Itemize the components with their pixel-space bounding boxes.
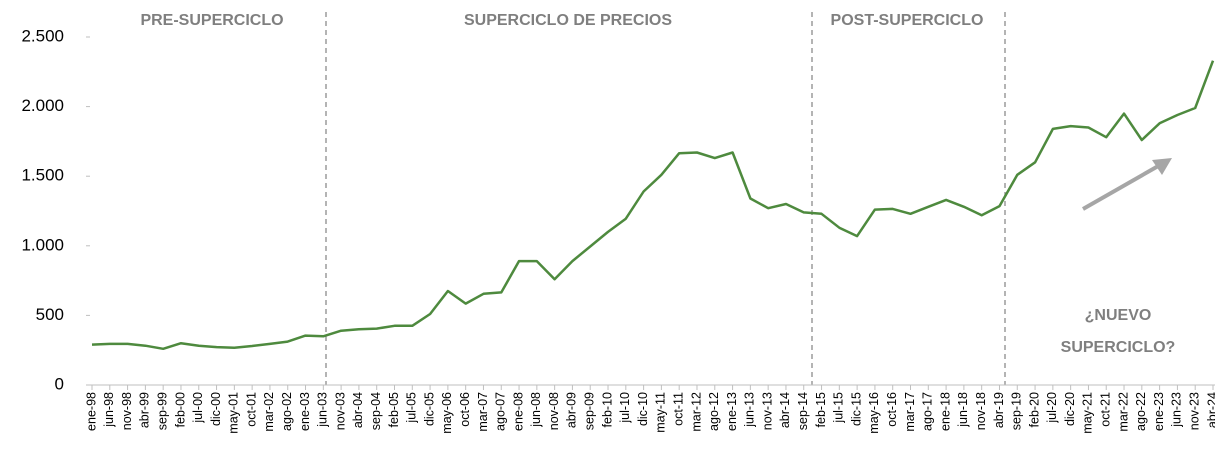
x-tick-label: jun-13 <box>743 392 757 428</box>
x-tick-label: abr-19 <box>992 392 1006 428</box>
x-tick-label: sep-04 <box>369 392 383 430</box>
arrow-head <box>1152 158 1172 175</box>
x-tick-label: abr-14 <box>778 392 792 428</box>
x-tick-label: jul-00 <box>191 392 205 424</box>
x-tick-label: oct-01 <box>244 392 258 427</box>
x-tick-label: ene-13 <box>725 392 739 431</box>
annotation: SUPERCICLO? <box>1061 339 1176 356</box>
x-tick-label: ene-23 <box>1152 392 1166 431</box>
x-tick-label: oct-21 <box>1099 392 1113 427</box>
x-tick-label: mar-17 <box>903 392 917 432</box>
x-tick-label: nov-98 <box>120 392 134 430</box>
annotation: ¿NUEVO <box>1085 307 1152 324</box>
y-tick-label: 0 <box>55 374 64 393</box>
x-tick-label: oct-06 <box>458 392 472 427</box>
x-tick-label: nov-23 <box>1188 392 1202 430</box>
x-tick-label: nov-08 <box>547 392 561 430</box>
x-tick-label: mar-02 <box>262 392 276 432</box>
annotation: SUPERCICLO DE PRECIOS <box>464 12 672 29</box>
x-tick-label: feb-20 <box>1027 392 1041 427</box>
x-tick-label: jul-05 <box>405 392 419 424</box>
annotation: POST-SUPERCICLO <box>831 12 984 29</box>
x-tick-label: feb-10 <box>600 392 614 427</box>
x-tick-label: oct-16 <box>885 392 899 427</box>
y-tick-label: 2.500 <box>21 26 64 45</box>
x-tick-label: sep-19 <box>1010 392 1024 430</box>
x-tick-label: dic-15 <box>849 392 863 426</box>
x-tick-label: mar-07 <box>476 392 490 432</box>
x-tick-label: mar-22 <box>1116 392 1130 432</box>
x-tick-label: may-11 <box>654 392 668 433</box>
line-series <box>91 60 1215 351</box>
x-tick-label: feb-00 <box>173 392 187 427</box>
x-tick-label: oct-11 <box>671 392 685 426</box>
annotation: PRE-SUPERCICLO <box>140 12 283 29</box>
x-tick-label: ene-03 <box>298 392 312 431</box>
y-tick-label: 1.000 <box>21 235 64 254</box>
x-tick-label: jun-18 <box>956 392 970 428</box>
y-tick-label: 500 <box>36 305 64 324</box>
x-tick-label: ene-18 <box>938 392 952 431</box>
x-tick-label: jun-98 <box>102 392 116 428</box>
x-tick-label: feb-15 <box>814 392 828 427</box>
x-tick-label: nov-13 <box>760 392 774 430</box>
x-tick-label: abr-99 <box>138 392 152 428</box>
y-tick-label: 1.500 <box>21 166 64 185</box>
x-tick-label: dic-20 <box>1063 392 1077 426</box>
x-tick-label: abr-09 <box>565 392 579 428</box>
x-tick-label: ago-02 <box>280 392 294 431</box>
x-tick-label: jul-20 <box>1045 392 1059 424</box>
arrow <box>1082 163 1161 211</box>
x-tick-label: may-01 <box>227 392 241 434</box>
x-tick-label: abr-24 <box>1205 392 1215 428</box>
x-tick-label: ago-22 <box>1134 392 1148 431</box>
x-tick-label: jun-08 <box>529 392 543 428</box>
x-tick-label: jun-23 <box>1170 392 1184 428</box>
x-tick-label: ago-12 <box>707 392 721 431</box>
x-tick-label: feb-05 <box>387 392 401 427</box>
x-tick-label: jun-03 <box>316 392 330 428</box>
x-tick-label: ago-17 <box>921 392 935 431</box>
x-tick-label: nov-03 <box>333 392 347 430</box>
x-tick-label: nov-18 <box>974 392 988 430</box>
x-tick-label: sep-99 <box>155 392 169 430</box>
x-tick-label: sep-14 <box>796 392 810 430</box>
x-tick-label: jul-15 <box>832 392 846 424</box>
x-tick-label: sep-09 <box>583 392 597 430</box>
x-tick-label: ene-98 <box>84 392 98 431</box>
x-tick-label: dic-10 <box>636 392 650 426</box>
x-tick-label: may-16 <box>867 392 881 434</box>
y-tick-label: 2.000 <box>21 96 64 115</box>
x-tick-label: mar-12 <box>689 392 703 432</box>
x-tick-label: may-21 <box>1081 392 1095 434</box>
x-tick-label: may-06 <box>440 392 454 434</box>
x-tick-label: ago-07 <box>494 392 508 431</box>
x-tick-label: ene-08 <box>511 392 525 431</box>
x-tick-label: dic-05 <box>422 392 436 426</box>
x-tick-label: jul-10 <box>618 392 632 424</box>
x-tick-label: abr-04 <box>351 392 365 428</box>
x-tick-label: dic-00 <box>209 392 223 426</box>
